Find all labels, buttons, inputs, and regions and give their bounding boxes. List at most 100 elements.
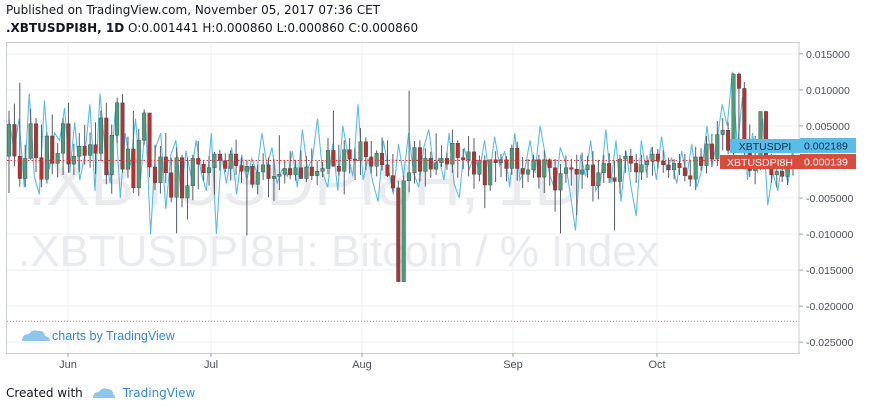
candle bbox=[526, 159, 531, 183]
candle bbox=[693, 146, 698, 191]
candle-body bbox=[336, 166, 341, 172]
y-tick-label: 0.010000 bbox=[806, 85, 850, 97]
candle bbox=[196, 141, 201, 190]
candle bbox=[61, 117, 66, 175]
candle bbox=[682, 154, 687, 182]
candle bbox=[23, 144, 28, 188]
candle-body bbox=[466, 151, 471, 160]
tradingview-cloud-icon bbox=[92, 388, 115, 398]
candle bbox=[661, 150, 666, 173]
candle-body bbox=[158, 156, 163, 184]
y-tick-label: -0.025000 bbox=[806, 337, 853, 349]
candle bbox=[12, 103, 17, 167]
candle-body bbox=[396, 187, 401, 282]
candle bbox=[142, 109, 147, 145]
candle bbox=[234, 139, 239, 175]
ohlc-high-value: 0.000860 bbox=[215, 21, 273, 35]
candle-body bbox=[774, 171, 779, 176]
candle bbox=[174, 147, 179, 234]
candle-body bbox=[309, 166, 314, 176]
candle-body bbox=[704, 143, 709, 166]
candle-body bbox=[196, 158, 201, 165]
candle bbox=[293, 159, 298, 181]
candle-body bbox=[596, 172, 601, 186]
y-tick-label: -0.020000 bbox=[806, 301, 853, 313]
candle-body bbox=[628, 155, 633, 164]
xbtusdpi-price-label: XBTUSDPI 0.002189 bbox=[730, 138, 856, 153]
candle bbox=[282, 160, 287, 184]
candle-body bbox=[558, 173, 563, 191]
candle bbox=[190, 154, 195, 201]
candle bbox=[607, 153, 612, 183]
candle bbox=[477, 155, 482, 182]
candle bbox=[655, 148, 660, 169]
candle bbox=[715, 120, 720, 167]
candle-body bbox=[163, 156, 168, 173]
candle-body bbox=[331, 150, 336, 167]
candle-body bbox=[98, 117, 103, 154]
candle bbox=[55, 143, 60, 178]
candle-body bbox=[612, 177, 617, 182]
candle bbox=[617, 154, 622, 194]
candle bbox=[423, 148, 428, 187]
candle bbox=[482, 155, 487, 209]
watermark-description: .XBTUSDPI8H: Bitcoin / % Index bbox=[18, 227, 659, 276]
candle bbox=[650, 146, 655, 176]
candle bbox=[499, 154, 504, 178]
candle bbox=[104, 102, 109, 185]
candle-body bbox=[482, 160, 487, 186]
footer-brand[interactable]: TradingView bbox=[122, 386, 196, 400]
candle-body bbox=[666, 164, 671, 171]
candle bbox=[709, 133, 714, 167]
candle-body bbox=[88, 144, 93, 156]
candle bbox=[261, 153, 266, 180]
candle-body bbox=[266, 164, 271, 179]
charts-by-logo[interactable]: charts by TradingView bbox=[22, 329, 176, 343]
candle-body bbox=[147, 112, 152, 168]
candle-body bbox=[185, 185, 190, 199]
candle-body bbox=[655, 153, 660, 162]
cloud-icon bbox=[22, 330, 50, 341]
candle bbox=[244, 160, 249, 236]
candle bbox=[180, 154, 185, 208]
candle-body bbox=[190, 158, 195, 186]
candle-body bbox=[217, 153, 222, 161]
candle-body bbox=[115, 102, 120, 136]
candle-body bbox=[709, 143, 714, 160]
candle bbox=[66, 102, 71, 173]
candle bbox=[558, 164, 563, 234]
charts-by-text: charts by TradingView bbox=[52, 329, 176, 343]
candle bbox=[515, 141, 520, 181]
candle-body bbox=[39, 157, 44, 180]
candle-body bbox=[271, 176, 276, 179]
candle-body bbox=[639, 164, 644, 173]
y-tick-label: -0.015000 bbox=[806, 265, 853, 277]
chart-frame[interactable] bbox=[6, 42, 800, 354]
candle bbox=[563, 155, 568, 183]
y-tick-label: 0.005000 bbox=[806, 121, 850, 133]
candle-body bbox=[353, 158, 358, 161]
candle-body bbox=[780, 171, 785, 177]
candle bbox=[461, 148, 466, 170]
footer: Created with TradingView bbox=[6, 386, 195, 400]
candle bbox=[125, 136, 130, 178]
candle-body bbox=[634, 163, 639, 173]
candle-body bbox=[574, 168, 579, 175]
candle-body bbox=[520, 168, 525, 175]
candle-body bbox=[169, 172, 174, 198]
xbtusdpi8h-name-text: XBTUSDPI8H bbox=[727, 157, 793, 169]
candle-body bbox=[369, 156, 374, 167]
candle bbox=[217, 149, 222, 171]
candle bbox=[444, 152, 449, 170]
candle bbox=[120, 94, 125, 173]
candle-body bbox=[455, 143, 460, 158]
candle bbox=[677, 154, 682, 175]
candle bbox=[277, 135, 282, 191]
xbtusdpi-name-box bbox=[730, 139, 800, 153]
symbol-label: .XBTUSDPI8H, 1D bbox=[6, 21, 125, 35]
candle bbox=[536, 154, 541, 189]
candle-body bbox=[207, 167, 212, 173]
candle-body bbox=[34, 123, 39, 158]
candle bbox=[434, 133, 439, 175]
